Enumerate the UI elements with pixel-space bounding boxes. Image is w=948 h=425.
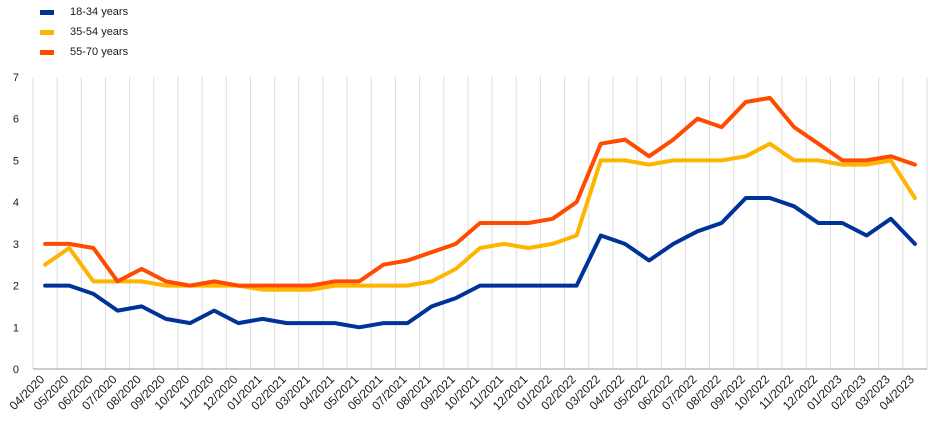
series-line-55-70-years — [43, 95, 917, 288]
y-tick-label: 2 — [13, 281, 19, 293]
x-axis-ticks: 04/202005/202006/202007/202008/202009/20… — [7, 372, 918, 413]
legend-item-35-54: 35-54 years — [40, 22, 128, 42]
legend-label-35-54: 35-54 years — [70, 26, 129, 38]
series-line-35-54-years — [43, 141, 917, 292]
y-tick-label: 6 — [13, 114, 19, 126]
legend-item-55-70: 55-70 years — [40, 42, 128, 62]
legend-swatch-55-70 — [40, 49, 54, 55]
y-tick-label: 4 — [13, 197, 19, 209]
y-axis-ticks: 0 1 2 3 4 5 6 7 — [13, 72, 19, 376]
chart-legend: 18-34 years 35-54 years 55-70 years — [40, 2, 128, 62]
chart-series — [43, 95, 917, 330]
series-line-18-34-years — [43, 196, 917, 330]
y-tick-label: 3 — [13, 239, 19, 251]
legend-label-55-70: 55-70 years — [70, 46, 129, 58]
legend-swatch-18-34 — [40, 9, 54, 15]
y-tick-label: 7 — [13, 72, 19, 84]
y-tick-label: 1 — [13, 322, 19, 334]
y-tick-label: 5 — [13, 155, 19, 167]
y-tick-label: 0 — [13, 364, 19, 376]
legend-label-18-34: 18-34 years — [70, 6, 129, 18]
chart-grid — [32, 77, 928, 369]
legend-item-18-34: 18-34 years — [40, 2, 128, 22]
legend-swatch-35-54 — [40, 29, 54, 35]
